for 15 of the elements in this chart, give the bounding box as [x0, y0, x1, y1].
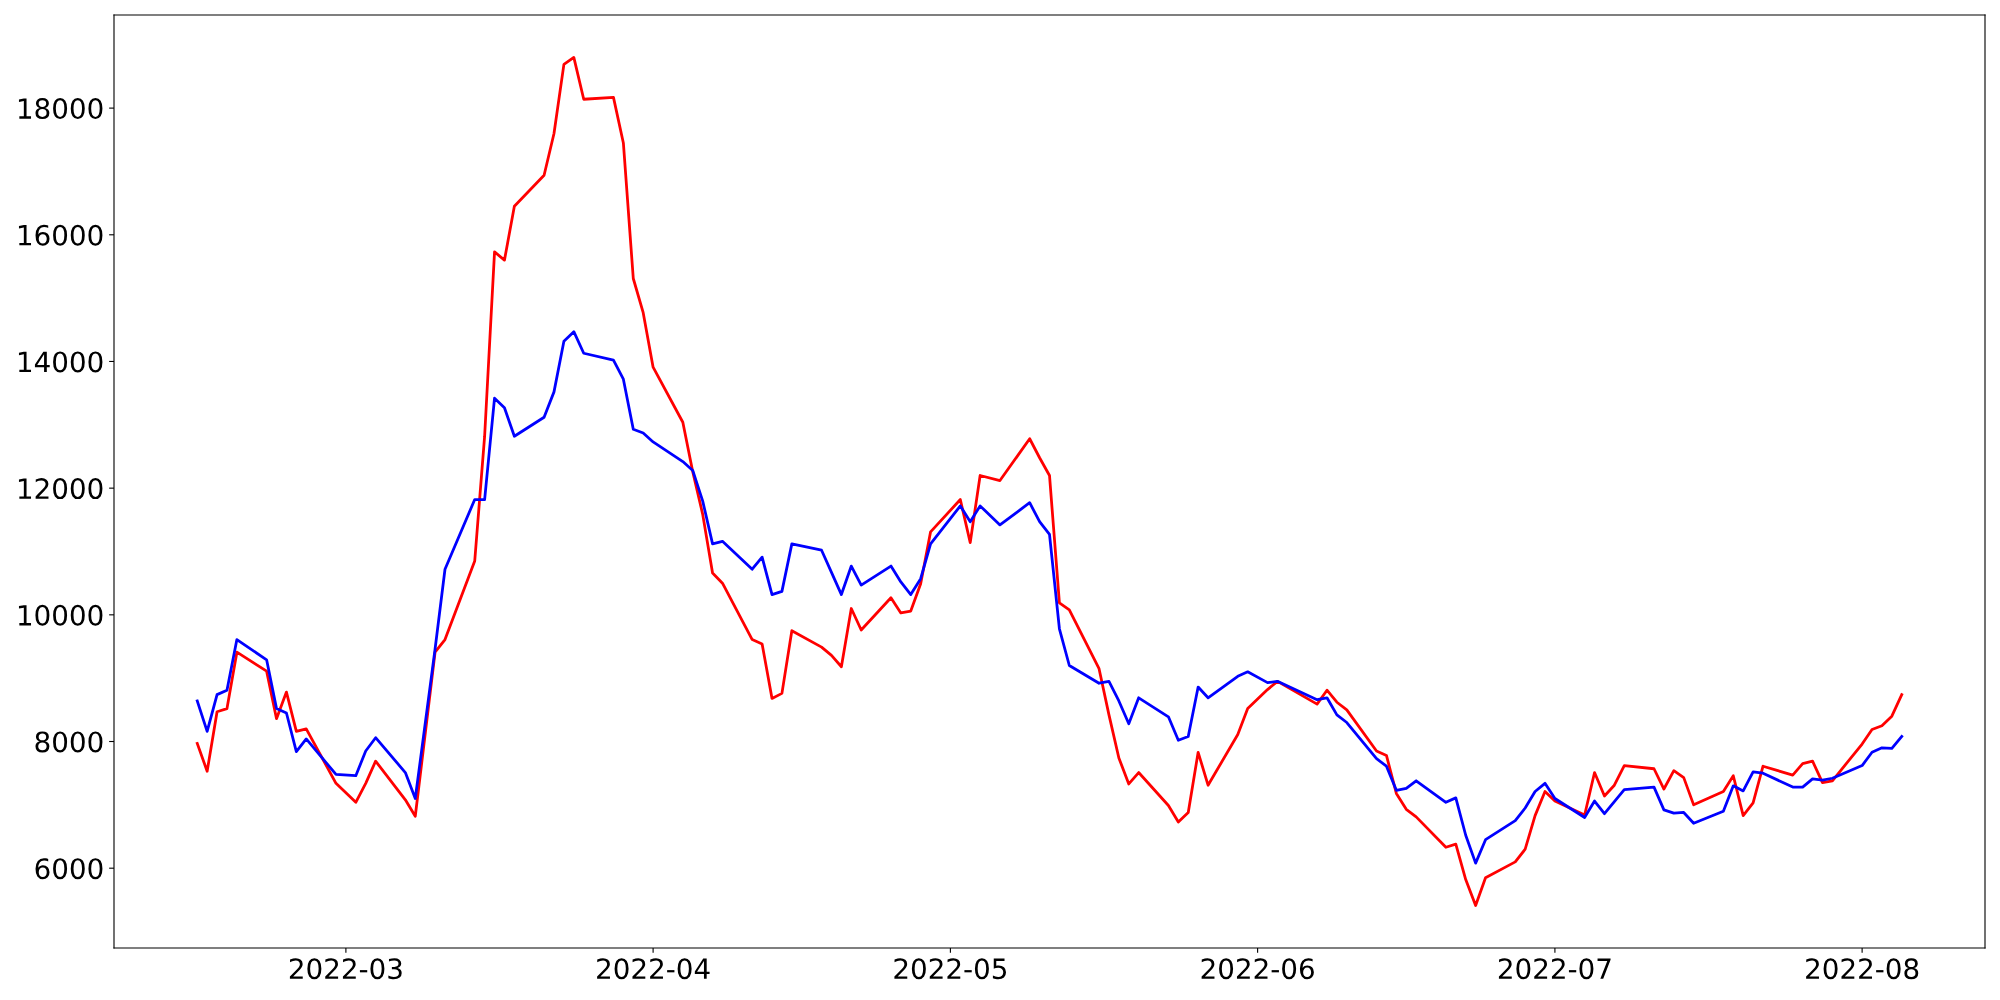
x-tick-label: 2022-03 [289, 958, 402, 980]
x-tick-label: 2022-07 [1498, 958, 1611, 980]
y-tick-label: 10000 [18, 604, 103, 626]
line-series [195, 56, 1904, 907]
y-tick-label: 8000 [35, 731, 103, 753]
y-tick-label: 14000 [18, 351, 103, 373]
y-tick-label: 16000 [18, 224, 103, 246]
line-series [195, 330, 1904, 865]
y-tick-label: 6000 [35, 858, 103, 880]
x-tick-label: 2022-06 [1201, 958, 1314, 980]
x-tick-label: 2022-05 [894, 958, 1006, 980]
y-tick-label: 18000 [18, 98, 103, 120]
x-tick-label: 2022-08 [1806, 958, 1919, 980]
x-tick-label: 2022-04 [597, 958, 710, 980]
y-tick-label: 12000 [18, 478, 103, 500]
